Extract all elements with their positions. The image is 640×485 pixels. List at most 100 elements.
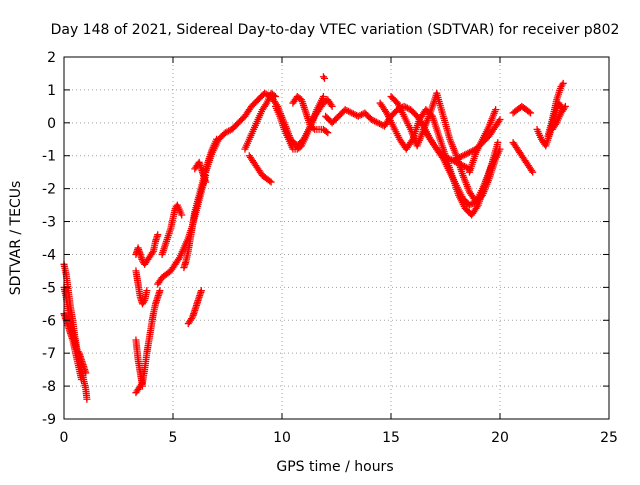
data-point (319, 73, 327, 81)
data-point (438, 153, 446, 161)
data-point (261, 89, 269, 97)
data-point (321, 74, 329, 82)
data-point (266, 177, 274, 185)
y-tick-label: -2 (42, 182, 56, 198)
data-point (174, 255, 182, 263)
plot-frame (63, 56, 610, 420)
data-point (77, 376, 85, 384)
data-point (83, 395, 91, 403)
x-tick-label: 15 (382, 430, 400, 446)
data-point (461, 162, 469, 170)
data-point (221, 129, 229, 137)
y-tick-label: -4 (42, 247, 56, 263)
x-axis-label: GPS time / hours (276, 459, 393, 475)
data-point (402, 103, 410, 111)
data-point (462, 150, 470, 158)
data-point (356, 111, 364, 119)
data-point (495, 117, 503, 125)
data-point (82, 369, 90, 377)
data-point (467, 200, 475, 208)
data-point (309, 124, 317, 132)
data-point (456, 153, 464, 161)
y-tick-label: -1 (42, 149, 56, 165)
data-point (457, 153, 465, 161)
data-point (143, 287, 151, 295)
y-axis-label: SDTVAR / TECUs (8, 181, 24, 296)
data-point (369, 116, 377, 124)
x-tick-label: 25 (600, 430, 618, 446)
data-point (324, 129, 332, 137)
data-point (452, 155, 460, 163)
data-point (351, 111, 359, 119)
data-point (154, 231, 162, 239)
data-point (348, 109, 356, 117)
data-point (327, 101, 335, 109)
data-point (354, 112, 362, 120)
data-point (197, 287, 205, 295)
data-point (382, 107, 390, 115)
data-point (328, 102, 336, 110)
data-point (202, 178, 210, 186)
data-point (473, 203, 481, 211)
y-tick-label: -9 (42, 412, 56, 428)
data-point (346, 108, 354, 116)
data-point (465, 148, 473, 156)
y-tick-label: -7 (42, 346, 56, 362)
data-point (223, 128, 231, 136)
data-point (178, 211, 186, 219)
data-point (262, 101, 270, 109)
data-point (271, 92, 279, 100)
x-tick-label: 10 (273, 430, 291, 446)
y-tick-label: 1 (47, 83, 56, 99)
data-point (492, 106, 500, 114)
data-point (559, 79, 567, 87)
data-point (529, 168, 537, 176)
x-tick-label: 20 (491, 430, 509, 446)
data-point (376, 120, 384, 128)
data-point (528, 167, 536, 175)
data-point (188, 315, 196, 323)
data-point (461, 151, 469, 159)
y-tick-label: -3 (42, 215, 56, 231)
data-point (156, 287, 164, 295)
data-point (492, 152, 500, 160)
data-point (561, 102, 569, 110)
data-point (403, 104, 411, 112)
data-point (225, 127, 233, 135)
data-point (496, 145, 504, 153)
data-point (140, 298, 148, 306)
data-point (349, 110, 357, 118)
data-point (467, 148, 475, 156)
data-point (527, 109, 535, 117)
data-point (343, 106, 351, 114)
y-tick-label: 0 (47, 116, 56, 132)
chart-title: Day 148 of 2021, Sidereal Day-to-day VTE… (51, 22, 620, 38)
data-point (558, 81, 566, 89)
x-tick-label: 0 (60, 430, 69, 446)
data-point (138, 382, 146, 390)
data-point (270, 91, 278, 99)
data-point (148, 249, 156, 257)
data-point (465, 201, 473, 209)
y-tick-label: -8 (42, 379, 56, 395)
data-point (372, 118, 380, 126)
data-point (494, 139, 502, 147)
data-point (496, 116, 504, 124)
data-point (374, 119, 382, 127)
data-point (319, 92, 327, 100)
data-point (267, 178, 275, 186)
data-point (469, 199, 477, 207)
data-point (459, 152, 467, 160)
data-point (464, 149, 472, 157)
y-tick-label: -6 (42, 313, 56, 329)
data-point (367, 116, 375, 124)
y-tick-label: -5 (42, 280, 56, 296)
data-point (560, 104, 568, 112)
y-tick-label: 2 (47, 50, 56, 66)
data-point (552, 120, 560, 128)
data-point (322, 128, 330, 136)
data-point (462, 163, 470, 171)
data-point (371, 117, 379, 125)
